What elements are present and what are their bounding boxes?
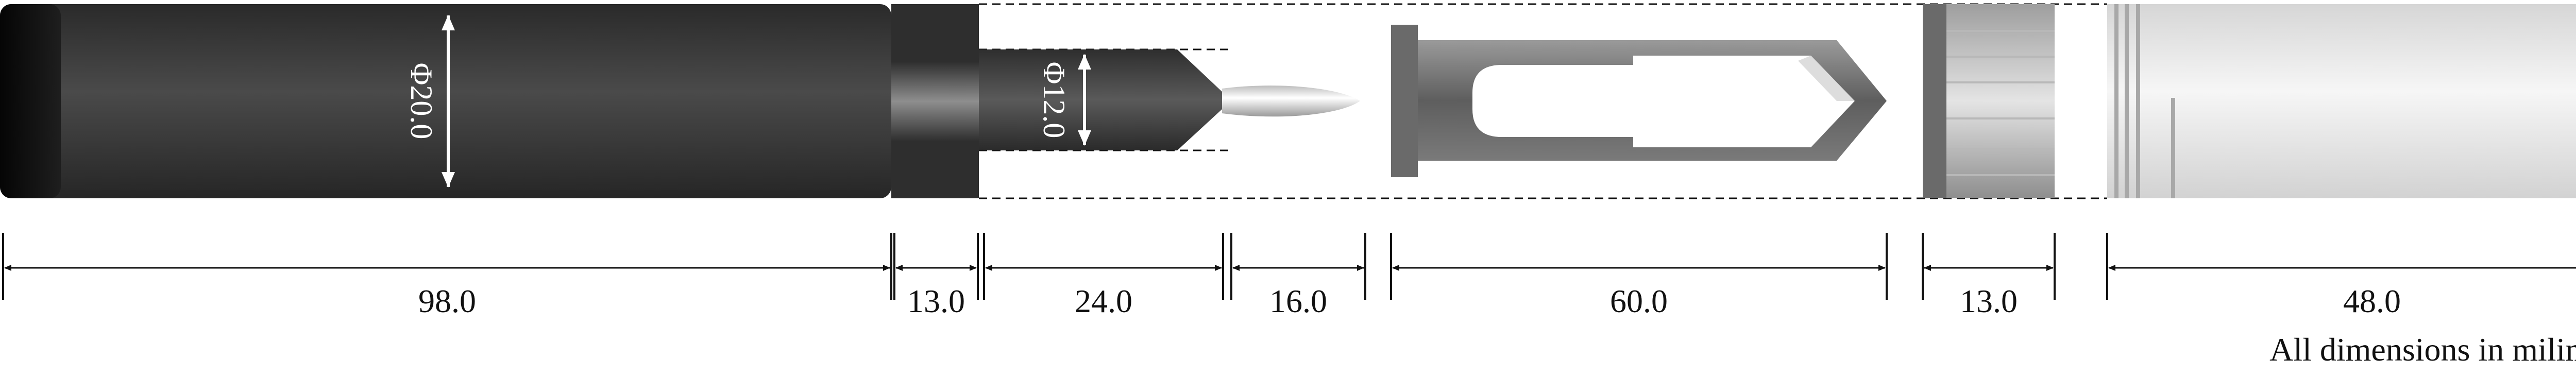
pen-cone-section bbox=[979, 49, 1222, 150]
dimension-clip-frame: 60.0 bbox=[1390, 233, 1888, 319]
diameter-callout-cone: Φ12.0 bbox=[1037, 54, 1091, 146]
length-dimensions: 98.0 13.0 24.0 16.0 60.0 13.0 48.0 bbox=[2, 233, 2576, 319]
cap-ring bbox=[1923, 4, 2055, 198]
dimension-collar: 13.0 bbox=[893, 233, 979, 319]
pen-body-tube bbox=[0, 4, 891, 198]
clip-frame bbox=[1391, 25, 1887, 177]
pen-tip bbox=[1222, 86, 1360, 117]
diameter-callout-body: Φ20.0 bbox=[404, 15, 455, 187]
dimension-label-clip-frame: 60.0 bbox=[1610, 283, 1668, 319]
cap-sleeve bbox=[2107, 4, 2576, 198]
dimension-label-tip: 16.0 bbox=[1269, 283, 1327, 319]
body-diameter-label: Φ20.0 bbox=[404, 63, 438, 140]
dimension-label-cap-ring: 13.0 bbox=[1960, 283, 2018, 319]
dimension-body-tube: 98.0 bbox=[2, 233, 892, 319]
dimension-cap-ring: 13.0 bbox=[1922, 233, 2056, 319]
dimension-tip: 16.0 bbox=[1230, 233, 1366, 319]
dimension-cap-sleeve: 48.0 bbox=[2106, 233, 2576, 319]
pen-collar bbox=[891, 4, 979, 198]
dimension-label-body-tube: 98.0 bbox=[418, 283, 476, 319]
dimension-label-cone-section: 24.0 bbox=[1075, 283, 1132, 319]
units-note: All dimensions in milimeter bbox=[2269, 331, 2576, 368]
dimension-label-collar: 13.0 bbox=[907, 283, 965, 319]
dimension-cone-section: 24.0 bbox=[983, 233, 1224, 319]
dimension-label-cap-sleeve: 48.0 bbox=[2343, 283, 2401, 319]
cone-diameter-label: Φ12.0 bbox=[1037, 62, 1071, 139]
